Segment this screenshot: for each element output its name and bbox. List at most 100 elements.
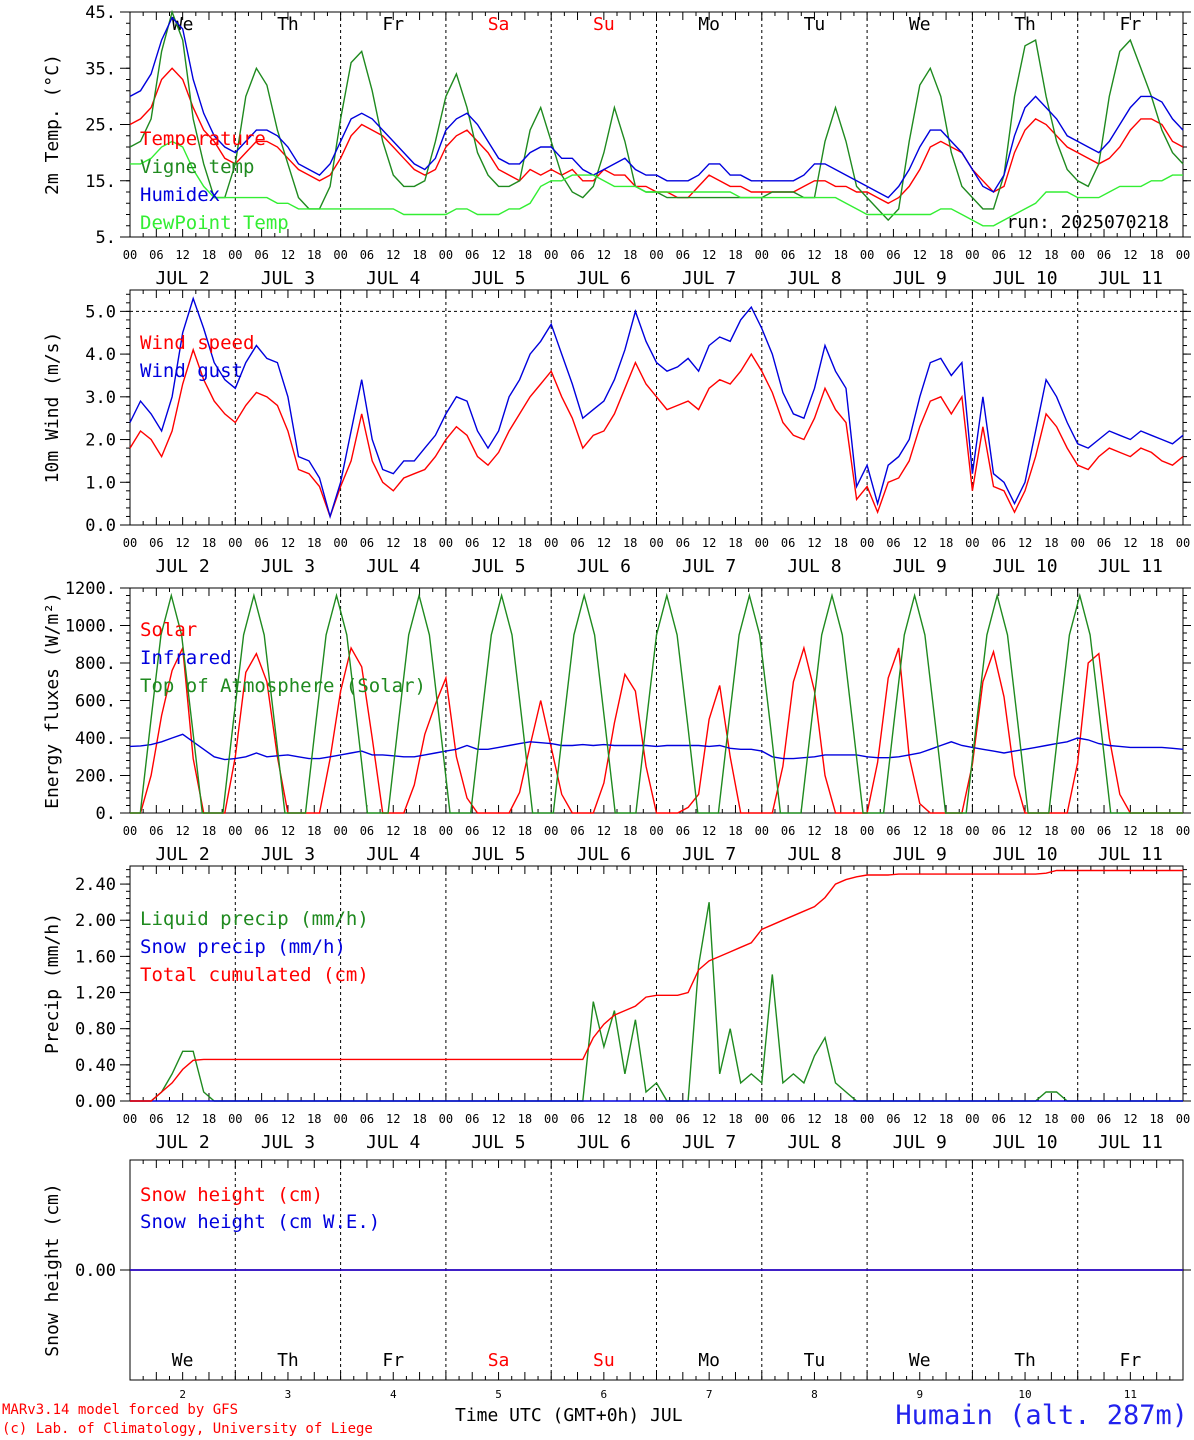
series-1-3-line <box>129 16 1184 199</box>
hour-label: 00 <box>965 536 979 550</box>
hour-label: 18 <box>412 248 426 262</box>
hour-label: 12 <box>913 1112 927 1126</box>
hour-label: 00 <box>123 1112 137 1126</box>
y-tick-label: 5.0 <box>85 302 116 322</box>
hour-label: 00 <box>439 1112 453 1126</box>
series-4-3-line <box>130 869 1183 1102</box>
hour-label: 18 <box>412 536 426 550</box>
hour-label: 12 <box>1018 824 1032 838</box>
day-number-label: 6 <box>601 1388 608 1401</box>
hour-label: 00 <box>439 248 453 262</box>
hour-label: 18 <box>939 1112 953 1126</box>
legend-entry: Liquid precip (mm/h) <box>140 908 369 930</box>
hour-label: 06 <box>991 824 1005 838</box>
y-tick-label: 25. <box>85 116 116 136</box>
hour-label: 18 <box>623 824 637 838</box>
hour-label: 00 <box>544 824 558 838</box>
hour-label: 06 <box>1097 824 1111 838</box>
hour-label: 06 <box>781 1112 795 1126</box>
legend-entry: Vigne temp <box>140 156 254 178</box>
hour-label: 06 <box>781 536 795 550</box>
hour-label: 18 <box>623 1112 637 1126</box>
hour-label: 12 <box>807 248 821 262</box>
hour-label: 12 <box>1018 248 1032 262</box>
date-label: JUL 6 <box>577 268 631 289</box>
weekday-label: Sa <box>488 1350 510 1371</box>
hour-label: 06 <box>676 536 690 550</box>
hour-label: 00 <box>544 248 558 262</box>
series-3-2-line <box>129 733 1184 761</box>
hour-label: 12 <box>702 824 716 838</box>
hour-label: 18 <box>1149 1112 1163 1126</box>
hour-label: 06 <box>360 1112 374 1126</box>
hour-label: 00 <box>860 536 874 550</box>
legend-entry: Solar <box>140 619 197 641</box>
y-tick-label: 1.60 <box>75 947 116 967</box>
hour-label: 12 <box>491 1112 505 1126</box>
hour-label: 12 <box>597 824 611 838</box>
hour-label: 18 <box>1149 536 1163 550</box>
hour-label: 12 <box>281 1112 295 1126</box>
hour-label: 00 <box>228 536 242 550</box>
y-axis-label: Snow height (cm) <box>42 1183 63 1356</box>
hour-label: 12 <box>807 824 821 838</box>
hour-label: 18 <box>728 536 742 550</box>
legend-entry: Wind gust <box>140 360 243 382</box>
hour-label: 06 <box>465 248 479 262</box>
series-2-1-line <box>129 347 1184 519</box>
weekday-label: We <box>172 1350 194 1371</box>
hour-label: 12 <box>281 248 295 262</box>
date-label: JUL 2 <box>156 556 210 577</box>
hour-label: 00 <box>228 248 242 262</box>
hour-label: 18 <box>307 824 321 838</box>
hour-label: 12 <box>1018 1112 1032 1126</box>
y-tick-label: 0. <box>96 804 116 824</box>
series-1-4-line <box>130 140 1183 227</box>
hour-label: 06 <box>676 248 690 262</box>
hour-label: 00 <box>649 536 663 550</box>
hour-label: 00 <box>755 536 769 550</box>
hour-label: 00 <box>439 536 453 550</box>
hour-label: 18 <box>202 248 216 262</box>
y-tick-label: 1200. <box>65 579 116 599</box>
y-tick-label: 600. <box>75 692 116 712</box>
hour-label: 18 <box>518 536 532 550</box>
weekday-label: We <box>909 1350 931 1371</box>
date-label: JUL 7 <box>682 556 736 577</box>
hour-label: 06 <box>254 1112 268 1126</box>
date-label: JUL 4 <box>366 1132 420 1153</box>
y-tick-label: 45. <box>85 3 116 23</box>
hour-label: 18 <box>728 1112 742 1126</box>
hour-label: 12 <box>702 1112 716 1126</box>
y-tick-label: 1.20 <box>75 984 116 1004</box>
y-tick-label: 1.0 <box>85 473 116 493</box>
hour-label: 12 <box>597 248 611 262</box>
hour-label: 06 <box>465 536 479 550</box>
hour-label: 00 <box>439 824 453 838</box>
hour-label: 00 <box>1176 824 1190 838</box>
hour-label: 18 <box>307 1112 321 1126</box>
y-tick-label: 15. <box>85 172 116 192</box>
hour-label: 00 <box>860 1112 874 1126</box>
day-number-label: 9 <box>916 1388 923 1401</box>
hour-label: 12 <box>386 824 400 838</box>
station-name: Humain (alt. 287m) <box>895 1400 1188 1431</box>
date-label: JUL 6 <box>577 556 631 577</box>
hour-label: 18 <box>1149 824 1163 838</box>
date-label: JUL 11 <box>1098 268 1163 289</box>
y-tick-label: 35. <box>85 59 116 79</box>
hour-label: 00 <box>123 824 137 838</box>
hour-label: 06 <box>781 248 795 262</box>
legend-entry: Wind speed <box>140 332 254 354</box>
hour-label: 18 <box>728 248 742 262</box>
weekday-label: Fr <box>382 14 404 35</box>
hour-label: 18 <box>834 1112 848 1126</box>
hour-label: 00 <box>333 248 347 262</box>
date-label: JUL 3 <box>261 268 315 289</box>
hour-label: 00 <box>228 1112 242 1126</box>
day-number-label: 3 <box>285 1388 292 1401</box>
hour-label: 06 <box>360 248 374 262</box>
date-label: JUL 2 <box>156 844 210 865</box>
y-tick-label: 2.0 <box>85 431 116 451</box>
